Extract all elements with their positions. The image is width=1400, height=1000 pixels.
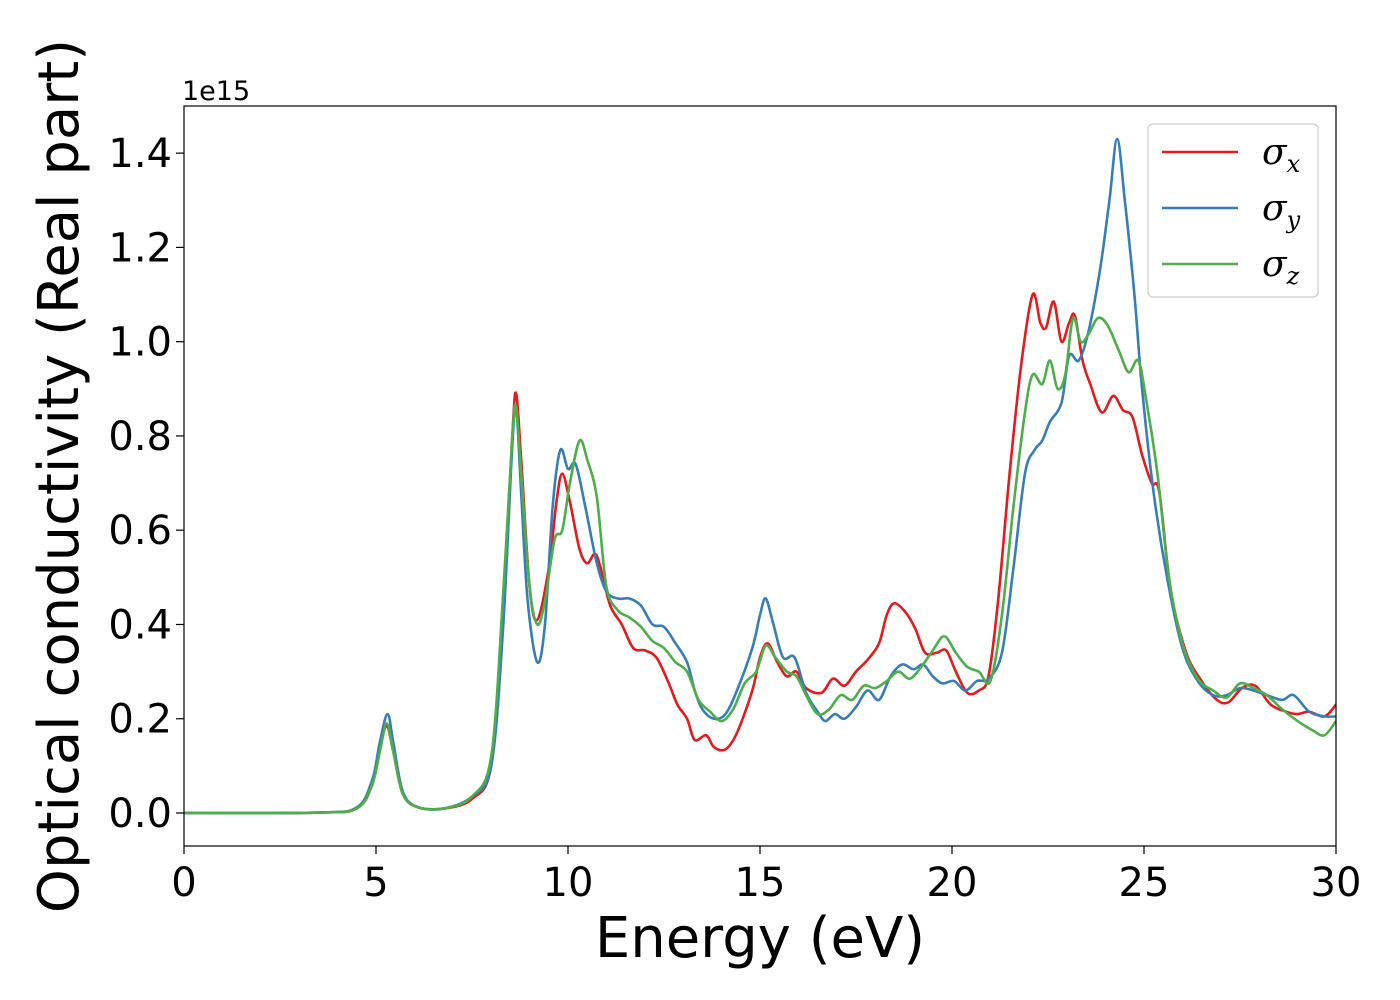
y-axis-ticks: 0.0 0.2 0.4 0.6 0.8 1.0 1.2 1.4 [108, 131, 184, 837]
y-tick-label: 0.0 [108, 791, 172, 837]
x-tick-label: 5 [363, 860, 388, 906]
legend-label-base: σ [1262, 132, 1288, 173]
y-tick-label: 0.2 [108, 697, 172, 743]
legend-label-z: σz [1262, 244, 1300, 290]
legend-label-x: σx [1262, 132, 1301, 178]
y-offset-label: 1e15 [182, 76, 250, 107]
y-tick-label: 1.2 [108, 225, 172, 271]
x-tick-label: 0 [171, 860, 196, 906]
y-tick-label: 0.8 [108, 414, 172, 460]
x-axis-label: Energy (eV) [595, 906, 925, 971]
y-tick-label: 0.4 [108, 602, 172, 648]
x-tick-label: 30 [1311, 860, 1362, 906]
x-tick-label: 25 [1119, 860, 1170, 906]
x-tick-label: 20 [927, 860, 978, 906]
legend-label-subscript: y [1286, 206, 1301, 234]
x-tick-label: 15 [735, 860, 786, 906]
legend-box [1147, 123, 1319, 298]
x-tick-label: 10 [543, 860, 594, 906]
legend-label-base: σ [1262, 188, 1288, 229]
y-tick-label: 1.4 [108, 131, 172, 177]
legend-label-y: σy [1262, 188, 1301, 234]
series-layer [184, 137, 1336, 815]
legend-label-subscript: x [1287, 150, 1301, 178]
y-tick-label: 1.0 [108, 320, 172, 366]
legend-label-base: σ [1262, 244, 1288, 285]
y-axis-label: Optical conductivity (Real part) [27, 39, 92, 913]
series-line-z [184, 316, 1336, 815]
y-tick-label: 0.6 [108, 508, 172, 554]
legend-label-subscript: z [1286, 262, 1300, 290]
x-axis-ticks: 0 5 10 15 20 25 30 [171, 846, 1361, 906]
